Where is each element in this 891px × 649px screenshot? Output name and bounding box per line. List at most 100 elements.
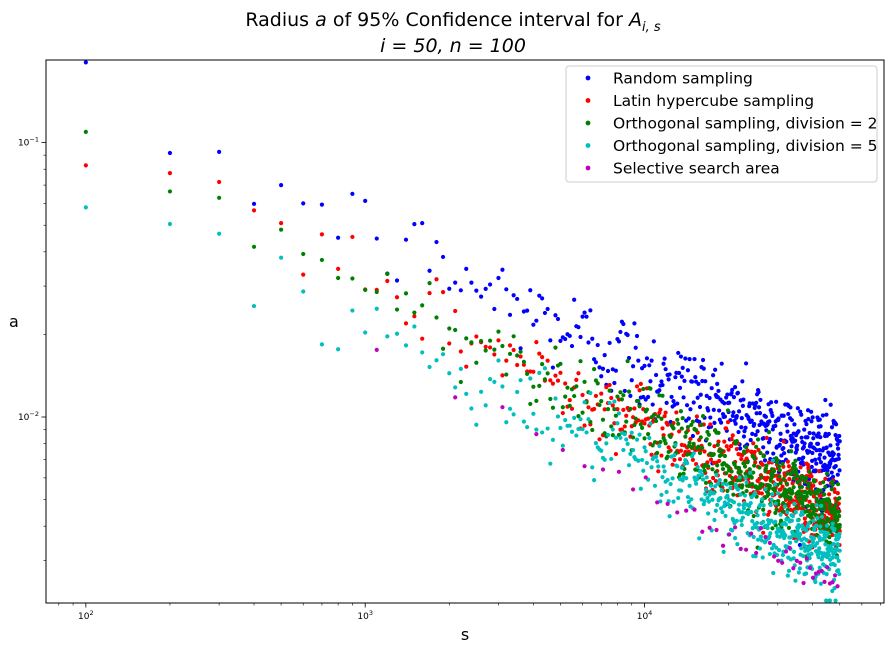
data-point <box>725 408 731 413</box>
data-point <box>558 338 563 343</box>
data-point <box>662 356 667 361</box>
data-point <box>630 364 636 369</box>
data-point <box>588 308 593 313</box>
data-point <box>548 378 553 383</box>
data-point <box>700 413 706 419</box>
legend-marker <box>585 143 591 148</box>
data-point <box>500 343 505 349</box>
data-point <box>791 476 797 481</box>
data-point <box>792 463 797 469</box>
data-point <box>628 451 633 456</box>
data-point <box>525 308 530 313</box>
data-point <box>817 565 822 570</box>
data-point <box>636 458 641 463</box>
data-point <box>717 408 722 413</box>
data-point <box>440 290 446 295</box>
data-point <box>279 221 284 226</box>
data-point <box>548 338 553 343</box>
data-point <box>639 425 645 430</box>
data-point <box>630 448 636 453</box>
data-point <box>660 382 665 388</box>
data-point <box>540 296 545 301</box>
data-point <box>698 468 703 474</box>
data-point <box>649 358 654 363</box>
data-point <box>492 306 497 312</box>
data-point <box>680 416 685 421</box>
data-point <box>784 423 789 428</box>
data-point <box>826 431 831 437</box>
data-point <box>697 404 703 410</box>
data-point <box>553 345 558 350</box>
data-point <box>574 433 579 438</box>
data-point <box>810 575 816 580</box>
chart-title-line1: Radius a of 95% Confidence interval for … <box>245 9 660 35</box>
data-point <box>786 411 791 417</box>
data-point <box>619 397 625 402</box>
data-point <box>434 239 439 245</box>
data-point <box>767 551 772 557</box>
data-point <box>795 473 800 479</box>
data-point <box>580 426 585 432</box>
data-point <box>83 163 88 168</box>
data-point <box>783 549 789 554</box>
data-point <box>679 465 684 470</box>
data-point <box>644 356 650 361</box>
data-point <box>753 554 758 559</box>
data-point <box>622 424 627 429</box>
data-point <box>479 294 484 299</box>
data-point <box>736 429 741 435</box>
data-point <box>814 523 819 528</box>
data-point <box>730 475 735 481</box>
data-point <box>774 507 779 512</box>
data-point <box>666 377 671 382</box>
data-point <box>767 509 772 514</box>
data-point <box>578 359 583 364</box>
data-point <box>722 503 727 509</box>
data-point <box>761 445 766 450</box>
data-point <box>749 418 754 423</box>
data-point <box>773 423 778 428</box>
data-point <box>817 469 822 474</box>
data-point <box>678 409 684 414</box>
data-point <box>550 381 556 386</box>
data-point <box>789 444 794 449</box>
data-point <box>805 408 811 413</box>
data-point <box>833 598 838 603</box>
data-point <box>711 373 716 378</box>
data-point <box>770 458 775 463</box>
data-point <box>763 414 769 419</box>
data-point <box>759 491 764 496</box>
data-point <box>817 417 822 422</box>
data-point <box>767 534 772 539</box>
data-point <box>733 525 738 530</box>
data-point <box>487 338 493 343</box>
data-point <box>487 282 493 287</box>
data-point <box>755 520 760 526</box>
data-point <box>793 438 798 443</box>
data-point <box>83 205 88 210</box>
data-point <box>567 333 572 339</box>
data-point <box>582 310 587 315</box>
data-point <box>730 528 735 533</box>
data-point <box>785 429 790 434</box>
data-point <box>777 442 782 447</box>
data-point <box>492 347 497 352</box>
data-point <box>420 350 425 355</box>
data-point <box>667 372 672 377</box>
data-point <box>542 366 548 371</box>
data-point <box>420 336 425 341</box>
data-point <box>790 481 795 486</box>
data-point <box>319 232 325 237</box>
data-point <box>613 435 619 440</box>
data-point <box>607 340 612 346</box>
data-point <box>630 435 636 440</box>
data-point <box>668 481 673 487</box>
data-point <box>548 461 553 466</box>
data-point <box>671 426 676 431</box>
data-point <box>586 417 591 422</box>
data-point <box>569 387 575 392</box>
data-point <box>776 416 781 421</box>
data-point <box>553 373 558 378</box>
data-point <box>600 417 606 422</box>
data-point <box>741 397 746 402</box>
